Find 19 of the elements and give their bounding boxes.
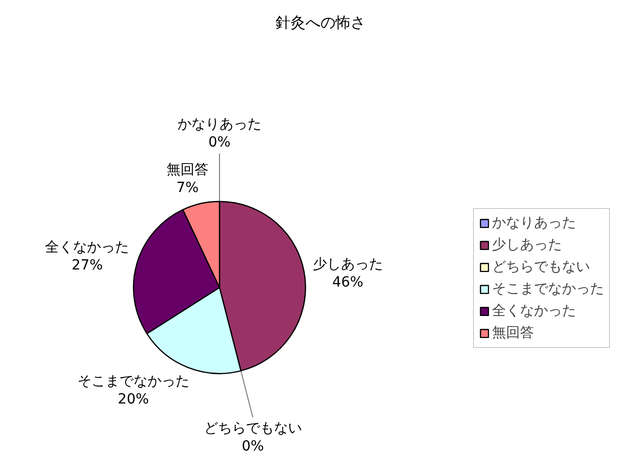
legend-label: そこまでなかった (492, 280, 604, 298)
legend-label: 少しあった (492, 236, 562, 254)
text: 0% (242, 438, 264, 454)
data-label: 46% (332, 274, 364, 291)
data-label: 7% (176, 180, 199, 196)
legend-label: 全くなかった (492, 302, 576, 320)
data-label: 27% (72, 258, 103, 274)
slice-label: そこまでなかった (77, 374, 190, 390)
category-label: かなりあった (178, 116, 262, 132)
data-label: 20% (118, 392, 149, 408)
legend-label: かなりあった (492, 214, 576, 232)
legend-label: どちらでもない (492, 258, 590, 276)
slice-label: 少しあった (312, 256, 383, 273)
slice-label: 無回答 (166, 162, 209, 178)
legend-label: 無回答 (492, 324, 534, 342)
chart-title: 針灸への怖さ (276, 14, 366, 32)
slice-label: 全くなかった (45, 240, 130, 256)
category-label: どちらでもない (204, 420, 302, 436)
text: 0% (208, 134, 231, 150)
